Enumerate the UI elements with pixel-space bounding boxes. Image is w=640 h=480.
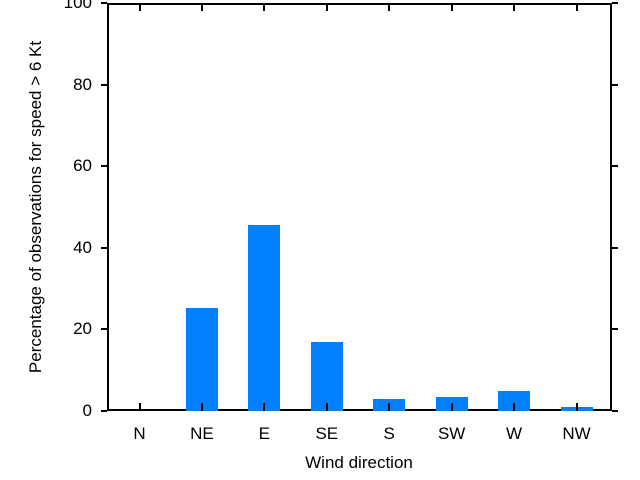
- x-tick-mark: [263, 3, 266, 11]
- y-tick-mark: [101, 246, 107, 249]
- y-tick-mark: [612, 2, 618, 4]
- x-tick-mark: [388, 403, 391, 411]
- x-tick-label: NE: [190, 424, 214, 443]
- x-axis-title: Wind direction: [305, 453, 413, 472]
- y-tick-label: 100: [63, 0, 92, 12]
- x-tick-label: W: [506, 424, 523, 443]
- x-tick-mark: [325, 403, 328, 411]
- x-tick-mark: [200, 3, 203, 11]
- x-tick-mark: [575, 403, 578, 411]
- x-tick-mark: [450, 3, 453, 11]
- x-tick-mark: [263, 403, 266, 411]
- x-tick-label: E: [258, 424, 271, 443]
- x-tick-mark: [138, 403, 141, 411]
- x-tick-mark: [200, 403, 203, 411]
- y-tick-mark: [612, 165, 618, 168]
- bar: [248, 225, 281, 411]
- y-tick-mark: [612, 246, 618, 249]
- x-tick-label: N: [133, 424, 146, 443]
- y-tick-label: 80: [73, 74, 92, 94]
- plot-area: [101, 2, 618, 412]
- x-tick-label: SW: [437, 424, 466, 443]
- x-tick-mark: [575, 3, 578, 11]
- y-tick-label: 40: [73, 237, 92, 257]
- x-tick-mark: [450, 403, 453, 411]
- y-tick-label: 60: [73, 156, 92, 176]
- y-axis-title: Percentage of observations for speed > 6…: [26, 40, 45, 374]
- x-tick-label: SE: [315, 424, 339, 443]
- y-tick-mark: [101, 328, 107, 331]
- x-tick-mark: [138, 3, 141, 11]
- bar: [498, 391, 531, 411]
- y-tick-label: 0: [82, 401, 92, 420]
- plot-border: [107, 3, 612, 411]
- x-tick-label: NW: [562, 424, 591, 443]
- y-tick-mark: [612, 410, 618, 412]
- x-tick-mark: [388, 3, 391, 11]
- x-tick-mark: [325, 3, 328, 11]
- x-tick-label: S: [383, 424, 395, 443]
- y-tick-mark: [101, 410, 107, 412]
- bar: [310, 342, 343, 411]
- y-tick-mark: [101, 2, 107, 4]
- x-tick-mark: [513, 3, 516, 11]
- bar: [185, 308, 218, 411]
- y-tick-mark: [101, 83, 107, 86]
- y-tick-mark: [101, 165, 107, 168]
- x-tick-mark: [513, 403, 516, 411]
- y-tick-mark: [612, 328, 618, 331]
- y-tick-label: 20: [73, 319, 92, 339]
- y-tick-mark: [612, 83, 618, 86]
